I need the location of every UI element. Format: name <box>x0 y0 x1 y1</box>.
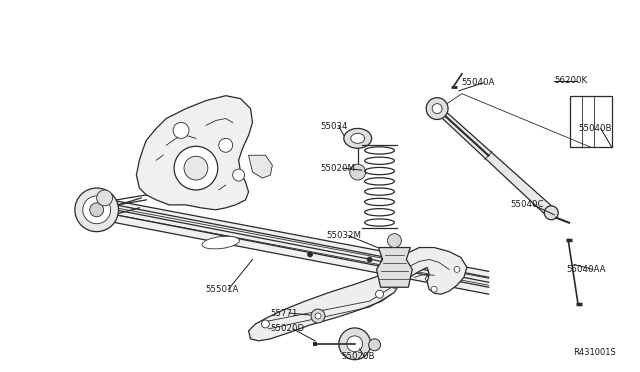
Circle shape <box>173 122 189 138</box>
Text: 55020B: 55020B <box>342 352 375 361</box>
Circle shape <box>376 290 383 298</box>
Circle shape <box>174 146 218 190</box>
Circle shape <box>315 313 321 319</box>
Ellipse shape <box>351 134 365 143</box>
Circle shape <box>390 280 399 288</box>
Text: 55040B: 55040B <box>578 124 612 133</box>
Circle shape <box>432 104 442 113</box>
Circle shape <box>308 252 312 257</box>
Circle shape <box>219 138 233 152</box>
Polygon shape <box>376 247 412 287</box>
Ellipse shape <box>426 273 453 282</box>
Text: 55040AA: 55040AA <box>566 265 605 274</box>
Polygon shape <box>435 106 555 217</box>
Bar <box>570 96 612 147</box>
Text: 56200K: 56200K <box>554 76 588 85</box>
Text: 55032M: 55032M <box>326 231 361 240</box>
Circle shape <box>544 206 558 220</box>
Polygon shape <box>381 247 467 294</box>
Circle shape <box>454 266 460 272</box>
Ellipse shape <box>344 128 372 148</box>
Polygon shape <box>248 271 399 341</box>
Text: 55034: 55034 <box>320 122 348 131</box>
Text: 55771: 55771 <box>270 308 298 318</box>
Circle shape <box>311 309 325 323</box>
Polygon shape <box>90 196 489 294</box>
Polygon shape <box>136 96 253 210</box>
Circle shape <box>83 196 111 224</box>
Text: 55040C: 55040C <box>511 201 544 209</box>
Circle shape <box>369 339 381 351</box>
Circle shape <box>75 188 118 232</box>
Circle shape <box>387 234 401 247</box>
Circle shape <box>350 164 365 180</box>
Text: 55040A: 55040A <box>461 78 494 87</box>
Text: 55020M: 55020M <box>320 164 355 173</box>
Circle shape <box>184 156 208 180</box>
Circle shape <box>347 336 363 352</box>
Circle shape <box>367 257 372 262</box>
Circle shape <box>426 98 448 119</box>
Circle shape <box>262 320 269 328</box>
Text: 55501A: 55501A <box>206 285 239 294</box>
Circle shape <box>431 286 437 292</box>
Circle shape <box>97 190 113 206</box>
Circle shape <box>233 169 244 181</box>
Text: 55020D: 55020D <box>270 324 305 333</box>
Text: R431001S: R431001S <box>573 348 616 357</box>
Circle shape <box>90 203 104 217</box>
Ellipse shape <box>202 236 239 249</box>
Circle shape <box>401 268 407 274</box>
Circle shape <box>339 328 371 360</box>
Polygon shape <box>248 155 273 178</box>
